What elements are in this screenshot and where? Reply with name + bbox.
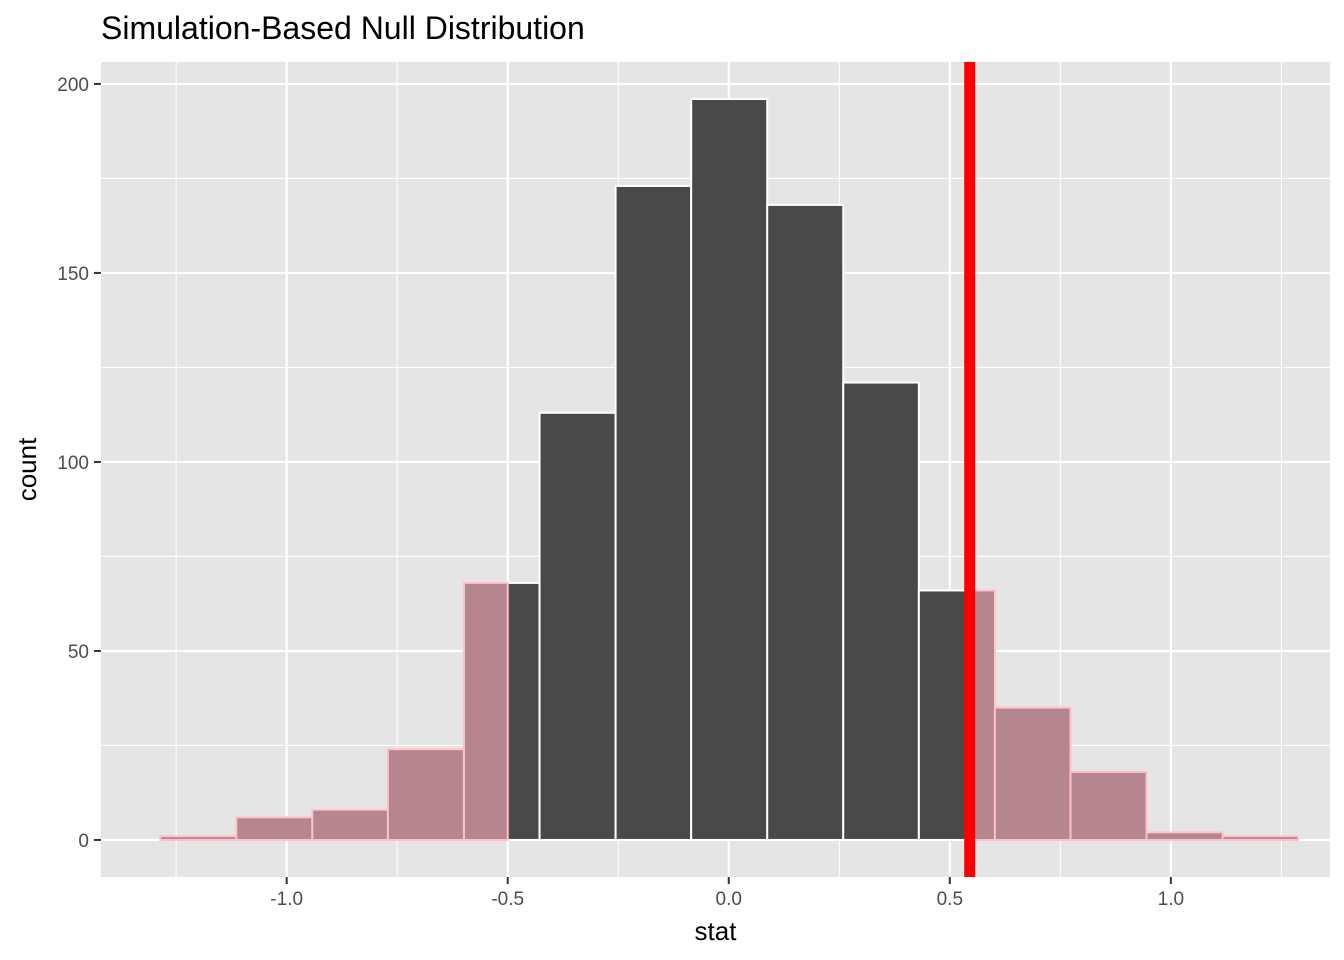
y-tick-label: 0 (78, 831, 89, 852)
shaded-bar-segment (993, 706, 1072, 841)
y-tick-label: 150 (57, 264, 89, 285)
shaded-bar-segment (159, 835, 238, 841)
x-tick-label: -1.0 (270, 889, 303, 910)
histogram-bar (538, 411, 617, 841)
shaded-bar-segment (311, 808, 389, 841)
y-tick-label: 200 (57, 75, 89, 96)
x-axis: -1.0 -0.5 0.0 0.5 1.0 (270, 877, 1184, 910)
histogram-bar (842, 381, 920, 841)
shaded-tail-bars (159, 581, 1300, 841)
histogram-bar (614, 184, 693, 841)
shaded-bar-segment (1069, 770, 1148, 841)
y-axis-title: count (12, 437, 42, 501)
shaded-bar-segment (386, 748, 465, 841)
x-tick-label: -0.5 (491, 889, 524, 910)
histogram-bar (766, 203, 845, 841)
x-tick-label: 1.0 (1158, 889, 1184, 910)
y-tick-label: 100 (57, 453, 89, 474)
x-tick-label: 0.0 (716, 889, 742, 910)
shaded-bar-segment (462, 581, 509, 841)
chart-title: Simulation-Based Null Distribution (101, 10, 585, 46)
x-tick-label: 0.5 (937, 889, 963, 910)
y-tick-label: 50 (68, 642, 89, 663)
shaded-bar-segment (1221, 835, 1300, 841)
shaded-bar-segment (235, 816, 314, 841)
y-axis: 0 50 100 150 200 (57, 75, 101, 852)
shaded-bar-segment (1145, 831, 1224, 841)
histogram-bar (690, 98, 769, 841)
x-axis-title: stat (695, 916, 738, 946)
